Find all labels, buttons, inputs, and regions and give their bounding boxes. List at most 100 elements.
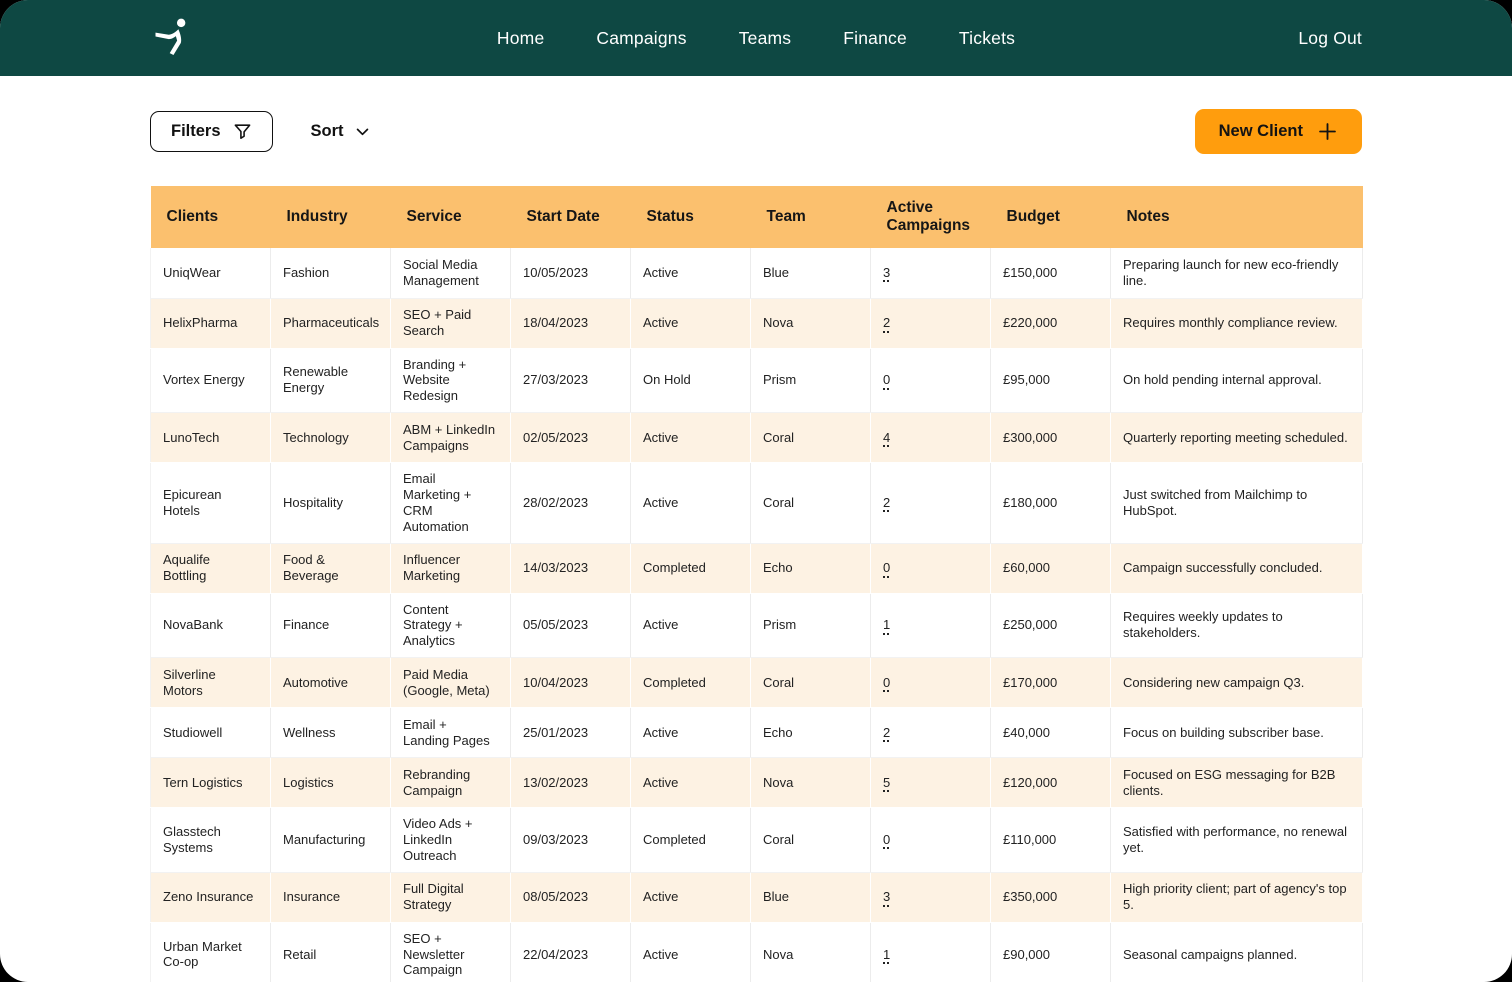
cell-client: Tern Logistics (151, 758, 271, 808)
cell-service: Branding + Website Redesign (391, 348, 511, 413)
active-campaigns-value[interactable]: 2 (883, 495, 890, 510)
runner-logo-icon[interactable] (150, 14, 194, 62)
cell-industry: Fashion (271, 248, 391, 298)
nav-item-finance[interactable]: Finance (843, 28, 907, 49)
cell-client: LunoTech (151, 413, 271, 463)
cell-client: Silverline Motors (151, 658, 271, 708)
active-campaigns-value[interactable]: 0 (883, 560, 890, 575)
cell-service: Email Marketing + CRM Automation (391, 463, 511, 543)
table-row: Epicurean HotelsHospitalityEmail Marketi… (151, 463, 1363, 543)
cell-start_date: 25/01/2023 (511, 708, 631, 758)
nav-item-tickets[interactable]: Tickets (959, 28, 1015, 49)
cell-notes: Requires weekly updates to stakeholders. (1111, 593, 1363, 658)
cell-start_date: 10/05/2023 (511, 248, 631, 298)
cell-service: ABM + LinkedIn Campaigns (391, 413, 511, 463)
table-row: Zeno InsuranceInsuranceFull Digital Stra… (151, 872, 1363, 922)
cell-notes: Quarterly reporting meeting scheduled. (1111, 413, 1363, 463)
column-header-clients: Clients (151, 186, 271, 248)
cell-start_date: 18/04/2023 (511, 298, 631, 348)
nav-item-home[interactable]: Home (497, 28, 544, 49)
cell-campaigns: 2 (871, 463, 991, 543)
cell-start_date: 14/03/2023 (511, 543, 631, 593)
cell-industry: Manufacturing (271, 808, 391, 873)
active-campaigns-value[interactable]: 2 (883, 725, 890, 740)
cell-budget: £250,000 (991, 593, 1111, 658)
new-client-button[interactable]: New Client (1195, 109, 1362, 154)
cell-industry: Finance (271, 593, 391, 658)
cell-start_date: 27/03/2023 (511, 348, 631, 413)
table-row: StudiowellWellnessEmail + Landing Pages2… (151, 708, 1363, 758)
cell-start_date: 09/03/2023 (511, 808, 631, 873)
cell-notes: Satisfied with performance, no renewal y… (1111, 808, 1363, 873)
cell-notes: Focused on ESG messaging for B2B clients… (1111, 758, 1363, 808)
filters-button[interactable]: Filters (150, 111, 273, 152)
sort-button-label: Sort (311, 122, 344, 141)
cell-notes: Just switched from Mailchimp to HubSpot. (1111, 463, 1363, 543)
table-row: Glasstech SystemsManufacturingVideo Ads … (151, 808, 1363, 873)
cell-status: Completed (631, 808, 751, 873)
column-header-status: Status (631, 186, 751, 248)
new-client-button-label: New Client (1219, 122, 1303, 141)
active-campaigns-value[interactable]: 0 (883, 675, 890, 690)
cell-team: Coral (751, 658, 871, 708)
cell-team: Prism (751, 593, 871, 658)
cell-start_date: 10/04/2023 (511, 658, 631, 708)
cell-service: Content Strategy + Analytics (391, 593, 511, 658)
cell-status: Active (631, 248, 751, 298)
clients-table-container: Clients Industry Service Start Date Stat… (150, 186, 1362, 982)
cell-client: Zeno Insurance (151, 872, 271, 922)
active-campaigns-value[interactable]: 2 (883, 315, 890, 330)
cell-service: SEO + Paid Search (391, 298, 511, 348)
cell-budget: £95,000 (991, 348, 1111, 413)
cell-client: NovaBank (151, 593, 271, 658)
cell-campaigns: 0 (871, 658, 991, 708)
cell-campaigns: 0 (871, 808, 991, 873)
cell-client: Epicurean Hotels (151, 463, 271, 543)
cell-status: Active (631, 872, 751, 922)
cell-industry: Wellness (271, 708, 391, 758)
cell-budget: £350,000 (991, 872, 1111, 922)
cell-status: Completed (631, 658, 751, 708)
cell-status: Active (631, 463, 751, 543)
cell-team: Coral (751, 808, 871, 873)
top-nav-bar: Home Campaigns Teams Finance Tickets Log… (0, 0, 1512, 76)
cell-start_date: 13/02/2023 (511, 758, 631, 808)
active-campaigns-value[interactable]: 3 (883, 889, 890, 904)
cell-industry: Renewable Energy (271, 348, 391, 413)
active-campaigns-value[interactable]: 3 (883, 265, 890, 280)
table-body: UniqWearFashionSocial Media Management10… (151, 248, 1363, 982)
active-campaigns-value[interactable]: 0 (883, 832, 890, 847)
nav-item-teams[interactable]: Teams (739, 28, 792, 49)
cell-team: Prism (751, 348, 871, 413)
cell-client: Studiowell (151, 708, 271, 758)
column-header-active-campaigns: Active Campaigns (871, 186, 991, 248)
cell-status: Active (631, 298, 751, 348)
chevron-down-icon (354, 123, 371, 140)
plus-icon (1317, 121, 1338, 142)
cell-industry: Pharmaceuticals (271, 298, 391, 348)
cell-notes: High priority client; part of agency's t… (1111, 872, 1363, 922)
nav-item-campaigns[interactable]: Campaigns (596, 28, 686, 49)
cell-service: Video Ads + LinkedIn Outreach (391, 808, 511, 873)
cell-campaigns: 3 (871, 248, 991, 298)
cell-service: Influencer Marketing (391, 543, 511, 593)
filters-button-label: Filters (171, 122, 221, 141)
logout-link[interactable]: Log Out (1298, 28, 1362, 49)
table-row: LunoTechTechnologyABM + LinkedIn Campaig… (151, 413, 1363, 463)
active-campaigns-value[interactable]: 1 (883, 947, 890, 962)
cell-service: Rebranding Campaign (391, 758, 511, 808)
cell-client: Vortex Energy (151, 348, 271, 413)
active-campaigns-value[interactable]: 4 (883, 430, 890, 445)
cell-service: Paid Media (Google, Meta) (391, 658, 511, 708)
active-campaigns-value[interactable]: 1 (883, 617, 890, 632)
active-campaigns-value[interactable]: 5 (883, 775, 890, 790)
cell-budget: £90,000 (991, 922, 1111, 982)
cell-team: Nova (751, 922, 871, 982)
toolbar: Filters Sort New Client (150, 109, 1362, 154)
cell-start_date: 02/05/2023 (511, 413, 631, 463)
active-campaigns-value[interactable]: 0 (883, 372, 890, 387)
cell-notes: Focus on building subscriber base. (1111, 708, 1363, 758)
sort-button[interactable]: Sort (311, 122, 371, 141)
cell-budget: £120,000 (991, 758, 1111, 808)
clients-table: Clients Industry Service Start Date Stat… (150, 186, 1363, 982)
